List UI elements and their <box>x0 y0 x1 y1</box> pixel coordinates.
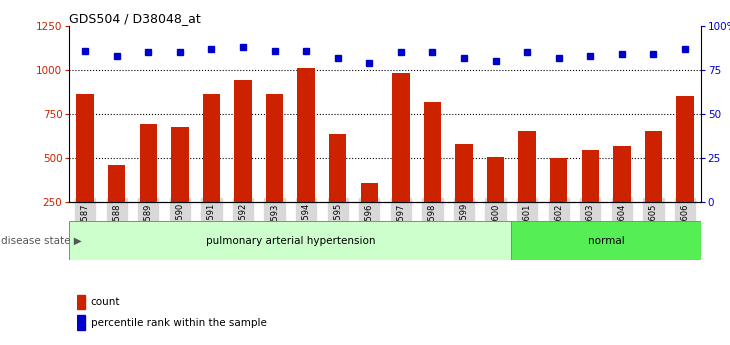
Bar <box>171 127 188 246</box>
Bar <box>456 144 473 246</box>
Bar <box>361 183 378 246</box>
Bar <box>266 95 283 246</box>
Bar <box>518 130 536 246</box>
Text: percentile rank within the sample: percentile rank within the sample <box>91 318 266 327</box>
Bar <box>613 146 631 246</box>
Bar <box>108 165 126 246</box>
Text: disease state ▶: disease state ▶ <box>1 236 82 246</box>
Bar <box>392 73 410 246</box>
Bar <box>487 157 504 246</box>
Bar <box>329 134 347 246</box>
Text: normal: normal <box>588 236 624 246</box>
Bar <box>423 101 441 246</box>
Bar <box>203 93 220 246</box>
Text: count: count <box>91 297 120 307</box>
Bar <box>77 95 94 246</box>
Bar <box>234 80 252 246</box>
Bar <box>77 315 85 330</box>
Bar <box>550 158 567 246</box>
Bar <box>139 124 157 246</box>
Bar <box>69 221 511 260</box>
Bar <box>582 150 599 246</box>
Bar <box>676 96 694 246</box>
Bar <box>77 295 85 309</box>
Text: pulmonary arterial hypertension: pulmonary arterial hypertension <box>206 236 375 246</box>
Bar <box>297 68 315 246</box>
Bar <box>645 131 662 246</box>
Text: GDS504 / D38048_at: GDS504 / D38048_at <box>69 12 201 25</box>
Bar <box>511 221 701 260</box>
